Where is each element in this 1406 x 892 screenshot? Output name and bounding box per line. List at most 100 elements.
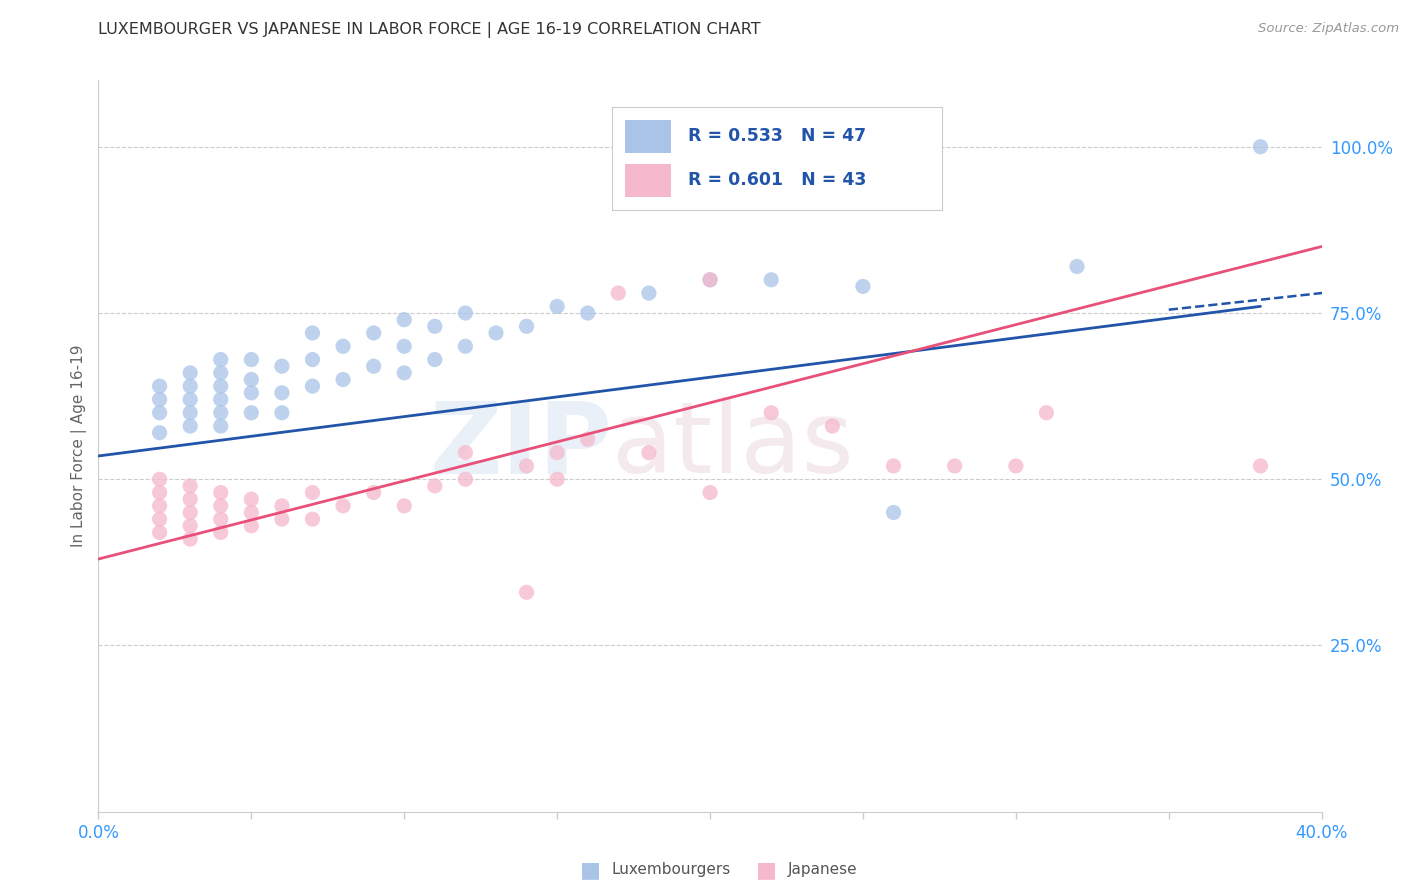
Point [301, 485, 323, 500]
Point [301, 326, 323, 340]
Point [240, 492, 263, 507]
Point [301, 512, 323, 526]
Text: ■: ■ [756, 860, 776, 880]
Point [546, 445, 568, 459]
Point [1004, 458, 1026, 473]
Point [149, 499, 172, 513]
Point [821, 419, 844, 434]
Point [301, 352, 323, 367]
Point [759, 406, 782, 420]
Point [699, 273, 721, 287]
Point [240, 518, 263, 533]
Point [1035, 406, 1057, 420]
Point [637, 445, 661, 459]
Point [699, 273, 721, 287]
Point [392, 366, 416, 380]
Point [209, 499, 232, 513]
Point [179, 379, 201, 393]
Point [454, 472, 477, 486]
Point [270, 385, 292, 400]
Text: ■: ■ [581, 860, 600, 880]
Text: Source: ZipAtlas.com: Source: ZipAtlas.com [1258, 22, 1399, 36]
Point [943, 458, 966, 473]
Point [149, 525, 172, 540]
Point [209, 392, 232, 407]
Point [179, 479, 201, 493]
Text: R = 0.533   N = 47: R = 0.533 N = 47 [688, 128, 866, 145]
Point [1066, 260, 1088, 274]
Point [332, 339, 354, 353]
Bar [624, 164, 671, 197]
Point [209, 366, 232, 380]
Point [179, 532, 201, 546]
Point [546, 299, 568, 313]
Point [149, 512, 172, 526]
Point [149, 425, 172, 440]
Point [363, 485, 385, 500]
Point [454, 445, 477, 459]
Point [149, 379, 172, 393]
Point [149, 392, 172, 407]
Point [516, 458, 538, 473]
Point [209, 352, 232, 367]
Point [454, 306, 477, 320]
Point [637, 286, 661, 301]
Point [883, 458, 905, 473]
Point [179, 506, 201, 520]
Point [363, 326, 385, 340]
Bar [624, 120, 671, 153]
Point [149, 472, 172, 486]
Point [759, 273, 782, 287]
Point [270, 512, 292, 526]
Point [546, 472, 568, 486]
Point [423, 352, 446, 367]
Point [209, 406, 232, 420]
Point [270, 359, 292, 374]
Point [240, 506, 263, 520]
Point [516, 585, 538, 599]
Point [179, 406, 201, 420]
Point [607, 286, 630, 301]
Point [485, 326, 508, 340]
Point [240, 385, 263, 400]
Point [1249, 458, 1271, 473]
Point [363, 359, 385, 374]
Point [576, 306, 599, 320]
Point [270, 406, 292, 420]
Point [270, 499, 292, 513]
Point [179, 366, 201, 380]
Text: ZIP: ZIP [429, 398, 612, 494]
Text: R = 0.601   N = 43: R = 0.601 N = 43 [688, 171, 866, 189]
Point [423, 319, 446, 334]
Point [240, 372, 263, 386]
Text: Luxembourgers: Luxembourgers [612, 863, 731, 877]
Point [1249, 140, 1271, 154]
Point [179, 392, 201, 407]
Point [332, 499, 354, 513]
Y-axis label: In Labor Force | Age 16-19: In Labor Force | Age 16-19 [72, 344, 87, 548]
Point [852, 279, 875, 293]
Point [240, 406, 263, 420]
Point [149, 406, 172, 420]
Point [576, 433, 599, 447]
Point [883, 506, 905, 520]
Point [392, 499, 416, 513]
Point [423, 479, 446, 493]
Point [301, 379, 323, 393]
Point [209, 485, 232, 500]
Point [699, 485, 721, 500]
Point [209, 525, 232, 540]
Point [392, 339, 416, 353]
Point [179, 419, 201, 434]
Point [179, 492, 201, 507]
Point [240, 352, 263, 367]
Point [454, 339, 477, 353]
Text: atlas: atlas [612, 398, 853, 494]
Point [209, 512, 232, 526]
Point [392, 312, 416, 326]
Point [516, 319, 538, 334]
Point [149, 485, 172, 500]
Point [332, 372, 354, 386]
Point [209, 379, 232, 393]
Text: Japanese: Japanese [787, 863, 858, 877]
